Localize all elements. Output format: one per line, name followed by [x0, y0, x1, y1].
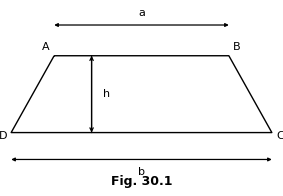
Text: D: D	[0, 131, 7, 141]
Text: b: b	[138, 167, 145, 177]
Text: A: A	[42, 42, 50, 52]
Text: B: B	[233, 42, 241, 52]
Text: Fig. 30.1: Fig. 30.1	[111, 175, 172, 188]
Text: C: C	[276, 131, 283, 141]
Text: a: a	[138, 8, 145, 18]
Text: h: h	[103, 89, 110, 99]
